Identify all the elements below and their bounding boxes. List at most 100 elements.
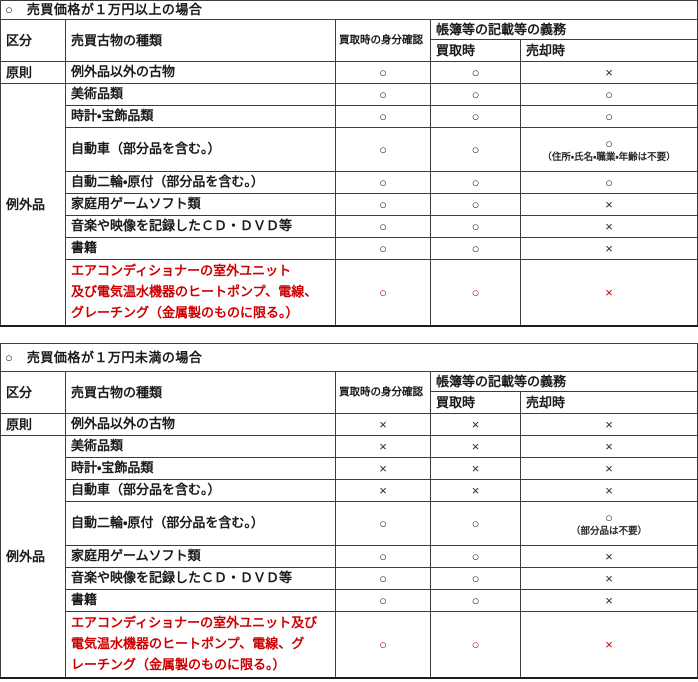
- item-cell: 時計・宝飾品類: [65, 457, 336, 481]
- id-check-cell: ○: [335, 237, 431, 261]
- table-row-highlighted: エアコンディショナーの室外ユニット及び 電気温水機器のヒートポンプ、電線、グ レ…: [1, 611, 698, 679]
- category-cell-principle: 原則: [0, 413, 66, 437]
- table-row: 音楽や映像を記録したＣＤ・ＤＶＤ等 ○ ○ ×: [1, 215, 698, 239]
- ledger-sell-cell: ○ （住所・氏名・職業・年齢は不要）: [519, 127, 698, 173]
- table-row: 自動二輪・原付（部分品を含む。） ○ ○ ○ （部分品は不要）: [1, 501, 698, 547]
- ledger-sell-cell: ○: [519, 105, 698, 129]
- item-cell: 音楽や映像を記録したＣＤ・ＤＶＤ等: [65, 215, 336, 239]
- ledger-sell-note: （住所・氏名・職業・年齢は不要）: [542, 152, 676, 164]
- id-check-cell: ○: [335, 501, 431, 547]
- ledger-sell-cell: ×: [519, 413, 698, 437]
- ledger-sell-cell: ×: [519, 61, 698, 85]
- item-cell: 自動二輪・原付（部分品を含む。）: [65, 171, 336, 195]
- id-check-cell: ○: [335, 127, 431, 173]
- price-over-10k-table: ○ 売買価格が１万円以上の場合 区分 売買古物の種類 買取時の身分確認 帳簿等の…: [0, 0, 698, 328]
- ledger-sell-cell: ×: [519, 215, 698, 239]
- ledger-buy-cell: ○: [430, 127, 521, 173]
- header-id-check: 買取時の身分確認: [335, 371, 431, 415]
- ledger-buy-cell: ○: [430, 567, 521, 591]
- ledger-sell-cell: ○ （部分品は不要）: [519, 501, 698, 547]
- ledger-buy-cell: ○: [430, 501, 521, 547]
- ledger-sell-cell: ×: [519, 545, 698, 569]
- table-row: 書籍 ○ ○ ×: [1, 237, 698, 261]
- ledger-sell-cell: ×: [519, 611, 698, 679]
- category-cell-exception: 例外品: [0, 83, 66, 327]
- ledger-sell-cell: ×: [519, 589, 698, 613]
- table-title: ○ 売買価格が１万円以上の場合: [0, 0, 698, 21]
- id-check-cell: ○: [335, 589, 431, 613]
- ledger-sell-symbol: ○: [605, 510, 613, 526]
- item-cell: 美術品類: [65, 435, 336, 459]
- id-check-cell: ○: [335, 105, 431, 129]
- id-check-cell: ×: [335, 413, 431, 437]
- item-cell: エアコンディショナーの室外ユニット及び 電気温水機器のヒートポンプ、電線、グ レ…: [65, 611, 336, 679]
- table-row: 音楽や映像を記録したＣＤ・ＤＶＤ等 ○ ○ ×: [1, 567, 698, 591]
- ledger-buy-cell: ○: [430, 215, 521, 239]
- ledger-buy-cell: ○: [430, 83, 521, 107]
- item-cell: 書籍: [65, 589, 336, 613]
- item-cell: 自動車（部分品を含む。）: [65, 127, 336, 173]
- table-row: 家庭用ゲームソフト類 ○ ○ ×: [1, 193, 698, 217]
- table-row: 原則 例外品以外の古物 ○ ○ ×: [0, 61, 698, 85]
- item-cell: 自動二輪・原付（部分品を含む。）: [65, 501, 336, 547]
- ledger-buy-cell: ○: [430, 611, 521, 679]
- table-title: ○ 売買価格が１万円未満の場合: [0, 343, 698, 373]
- ledger-buy-cell: ×: [430, 413, 521, 437]
- table-row: 原則 例外品以外の古物 × × ×: [0, 413, 698, 437]
- ledger-buy-cell: ○: [430, 193, 521, 217]
- ledger-sell-cell: ○: [519, 83, 698, 107]
- ledger-sell-note: （部分品は不要）: [571, 526, 648, 538]
- id-check-cell: ×: [335, 457, 431, 481]
- price-under-10k-table: ○ 売買価格が１万円未満の場合 区分 売買古物の種類 買取時の身分確認 帳簿等の…: [0, 343, 698, 680]
- item-cell: 例外品以外の古物: [65, 413, 336, 437]
- table-row: 自動二輪・原付（部分品を含む。） ○ ○ ○: [1, 171, 698, 195]
- item-cell: 音楽や映像を記録したＣＤ・ＤＶＤ等: [65, 567, 336, 591]
- id-check-cell: ○: [335, 611, 431, 679]
- category-cell-principle: 原則: [0, 61, 66, 85]
- item-cell: 時計・宝飾品類: [65, 105, 336, 129]
- header-category: 区分: [0, 19, 66, 63]
- table-row: 家庭用ゲームソフト類 ○ ○ ×: [1, 545, 698, 569]
- id-check-cell: ○: [335, 171, 431, 195]
- item-cell: 家庭用ゲームソフト類: [65, 545, 336, 569]
- ledger-sell-cell: ×: [519, 567, 698, 591]
- table-row: 自動車（部分品を含む。） × × ×: [1, 479, 698, 503]
- item-cell: 家庭用ゲームソフト類: [65, 193, 336, 217]
- category-cell-exception: 例外品: [0, 435, 66, 679]
- header-item-type: 売買古物の種類: [65, 371, 336, 415]
- ledger-sell-cell: ×: [519, 259, 698, 327]
- table-row: 自動車（部分品を含む。） ○ ○ ○ （住所・氏名・職業・年齢は不要）: [1, 127, 698, 173]
- item-cell: エアコンディショナーの室外ユニット 及び電気温水機器のヒートポンプ、電線、 グレ…: [65, 259, 336, 327]
- header-id-check: 買取時の身分確認: [335, 19, 431, 63]
- id-check-cell: ○: [335, 83, 431, 107]
- ledger-buy-cell: ○: [430, 237, 521, 261]
- ledger-sell-cell: ×: [519, 457, 698, 481]
- table-row: 例外品 美術品類 ○ ○ ○: [0, 83, 698, 327]
- id-check-cell: ○: [335, 567, 431, 591]
- table-row: 書籍 ○ ○ ×: [1, 589, 698, 613]
- id-check-cell: ○: [335, 61, 431, 85]
- ledger-buy-cell: ○: [430, 105, 521, 129]
- ledger-buy-cell: ○: [430, 259, 521, 327]
- id-check-cell: ○: [335, 545, 431, 569]
- item-cell: 自動車（部分品を含む。）: [65, 479, 336, 503]
- header-ledger-buy: 買取時: [430, 39, 521, 63]
- table-row-highlighted: エアコンディショナーの室外ユニット 及び電気温水機器のヒートポンプ、電線、 グレ…: [1, 259, 698, 327]
- ledger-sell-cell: ○: [519, 171, 698, 195]
- ledger-sell-cell: ×: [519, 435, 698, 459]
- item-cell: 美術品類: [65, 83, 336, 107]
- table-row: 例外品 美術品類 × × ×: [0, 435, 698, 679]
- id-check-cell: ×: [335, 479, 431, 503]
- ledger-buy-cell: ○: [430, 171, 521, 195]
- ledger-buy-cell: ○: [430, 589, 521, 613]
- header-item-type: 売買古物の種類: [65, 19, 336, 63]
- header-ledger-group: 帳簿等の記載等の義務: [429, 371, 698, 393]
- ledger-buy-cell: ×: [430, 479, 521, 503]
- id-check-cell: ×: [335, 435, 431, 459]
- id-check-cell: ○: [335, 215, 431, 239]
- ledger-buy-cell: ×: [430, 435, 521, 459]
- ledger-sell-cell: ×: [519, 237, 698, 261]
- table-row: 時計・宝飾品類 × × ×: [1, 457, 698, 481]
- ledger-sell-cell: ×: [519, 479, 698, 503]
